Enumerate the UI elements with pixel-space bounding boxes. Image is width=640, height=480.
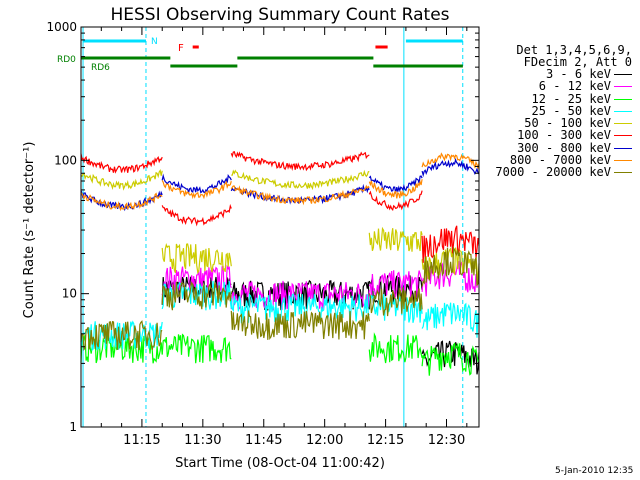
series-line-100-300keV bbox=[368, 190, 423, 212]
series-line-100-300keV bbox=[230, 151, 370, 172]
series-line-7000-20000keV bbox=[80, 320, 163, 351]
legend-item: 100 - 300 keV bbox=[480, 128, 632, 143]
series-line-800-7000keV bbox=[230, 184, 370, 206]
flag-n: N bbox=[151, 37, 158, 47]
legend-swatch bbox=[614, 147, 632, 149]
legend-item: 7000 - 20000 keV bbox=[480, 165, 632, 180]
series-line-800-7000keV bbox=[80, 192, 163, 212]
legend-label: 6 - 12 keV bbox=[538, 79, 611, 94]
series-line-25-50keV bbox=[368, 293, 423, 323]
y-tick-label: 10 bbox=[62, 287, 77, 301]
series-line-100-300keV bbox=[161, 203, 232, 227]
legend-item: 50 - 100 keV bbox=[480, 117, 632, 129]
legend-item: 25 - 50 keV bbox=[480, 105, 632, 117]
series-line-25-50keV bbox=[230, 292, 370, 324]
series-line-7000-20000keV bbox=[161, 281, 232, 311]
series-line-800-7000keV bbox=[161, 180, 232, 200]
legend-swatch bbox=[614, 110, 632, 112]
legend-label: 800 - 7000 keV bbox=[509, 153, 611, 168]
series-line-7000-20000keV bbox=[421, 246, 480, 287]
series-line-25-50keV bbox=[421, 302, 480, 338]
series-line-50-100keV bbox=[80, 168, 163, 191]
plot-frame bbox=[80, 26, 480, 428]
legend-swatch bbox=[614, 98, 632, 100]
legend-label: 300 - 800 keV bbox=[517, 140, 611, 155]
x-tick-label: 12:00 bbox=[306, 433, 343, 448]
legend-item: 3 - 6 keV bbox=[480, 68, 632, 80]
legend-item: 300 - 800 keV bbox=[480, 142, 632, 154]
x-tick-label: 11:45 bbox=[245, 433, 282, 448]
legend-label: 7000 - 20000 keV bbox=[495, 165, 611, 180]
x-tick-label: 12:15 bbox=[367, 433, 404, 448]
series-line-12-25keV bbox=[161, 333, 232, 364]
legend-label: 25 - 50 keV bbox=[531, 103, 611, 118]
timestamp: 5-Jan-2010 12:35 bbox=[555, 466, 634, 476]
x-axis-label: Start Time (08-Oct-04 11:00:42) bbox=[175, 456, 385, 471]
y-axis-label: Count Rate (s⁻¹ detector⁻¹) bbox=[22, 142, 37, 319]
y-tick-label: 1 bbox=[69, 420, 77, 434]
y-tick-label: 100 bbox=[54, 153, 77, 167]
legend-label: 3 - 6 keV bbox=[545, 67, 611, 81]
series-line-6-12keV bbox=[368, 270, 423, 299]
legend-swatch bbox=[614, 172, 632, 174]
series-line-800-7000keV bbox=[421, 152, 480, 169]
series-line-12-25keV bbox=[421, 342, 480, 376]
x-tick-label: 11:15 bbox=[123, 433, 160, 448]
x-tick-label: 12:30 bbox=[428, 433, 465, 448]
series-line-300-800keV bbox=[421, 157, 480, 178]
legend-header-2: FDecim 2, Att 0 bbox=[523, 55, 632, 69]
series-line-300-800keV bbox=[161, 173, 232, 195]
series-line-100-300keV bbox=[421, 225, 480, 263]
series-line-7000-20000keV bbox=[368, 287, 423, 317]
legend-label: 12 - 25 keV bbox=[531, 91, 611, 106]
legend: Det 1,3,4,5,6,9, FDecim 2, Att 0 3 - 6 k… bbox=[480, 44, 632, 179]
series-line-3-6keV bbox=[421, 340, 480, 375]
legend-label: 50 - 100 keV bbox=[524, 116, 611, 131]
series-line-50-100keV bbox=[231, 169, 370, 191]
series-line-7000-20000keV bbox=[230, 310, 370, 341]
flag-f: F bbox=[178, 43, 184, 54]
chart-title: HESSI Observing Summary Count Rates bbox=[110, 5, 449, 25]
flag-rd6: RD6 bbox=[91, 63, 110, 73]
series-line-50-100keV bbox=[368, 226, 423, 252]
legend-item: 12 - 25 keV bbox=[480, 91, 632, 106]
legend-swatch bbox=[614, 86, 632, 88]
legend-label: 100 - 300 keV bbox=[517, 128, 611, 143]
legend-header-1: Det 1,3,4,5,6,9, bbox=[516, 43, 632, 57]
legend-swatch bbox=[614, 160, 632, 162]
y-tick-label: 1000 bbox=[46, 20, 77, 34]
legend-swatch bbox=[614, 123, 632, 125]
legend-item: 800 - 7000 keV bbox=[480, 154, 632, 166]
series-line-800-7000keV bbox=[368, 179, 423, 199]
legend-item: 6 - 12 keV bbox=[480, 80, 632, 92]
series-line-6-12keV bbox=[230, 280, 370, 311]
legend-swatch bbox=[614, 74, 632, 75]
series-line-12-25keV bbox=[368, 332, 423, 364]
x-tick-label: 11:30 bbox=[184, 433, 221, 448]
series-line-100-300keV bbox=[80, 153, 163, 174]
legend-swatch bbox=[614, 135, 632, 137]
series-line-50-100keV bbox=[161, 243, 232, 275]
flag-rd0: RD0 bbox=[57, 55, 76, 65]
